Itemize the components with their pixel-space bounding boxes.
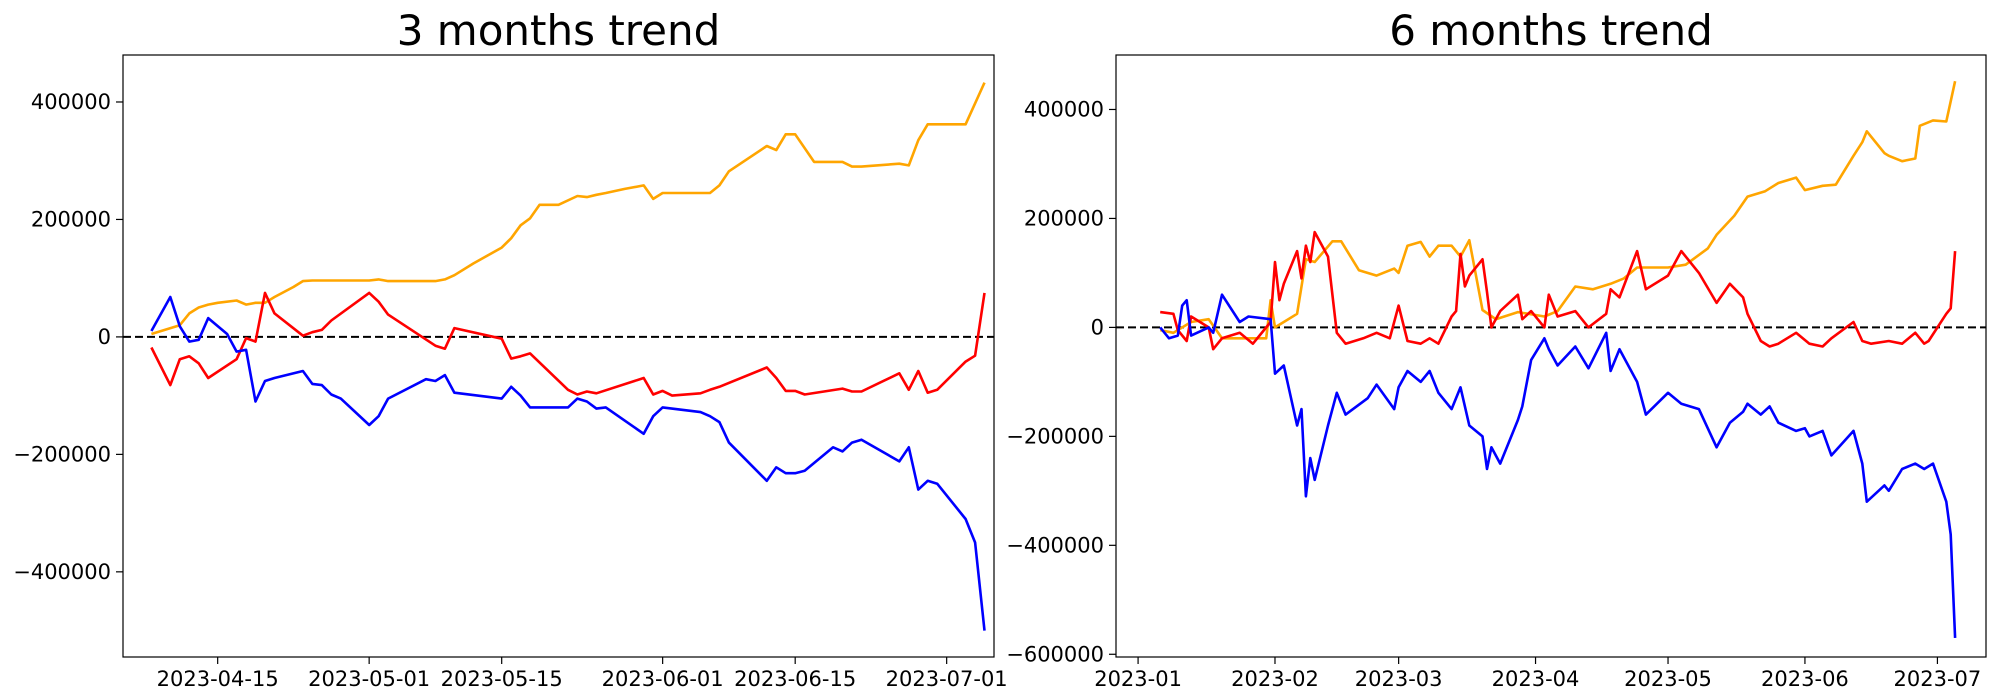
y-tick-label: 0 bbox=[98, 325, 111, 349]
chart-6-months-trend: 6 months trend −600000 −400000 −200000 0 2000… bbox=[1006, 6, 1987, 691]
plot-frame bbox=[122, 54, 995, 658]
y-tick-label: 400000 bbox=[1024, 97, 1104, 121]
y-tick-label: 400000 bbox=[31, 90, 111, 114]
y-tick-label: −400000 bbox=[1006, 533, 1104, 557]
series-line-red bbox=[150, 291, 986, 397]
y-tick-label: −200000 bbox=[1006, 424, 1104, 448]
series-line-blue bbox=[1159, 293, 1957, 638]
chart-title: 3 months trend bbox=[397, 6, 721, 55]
x-tick-label: 2023-07-01 bbox=[886, 667, 1008, 691]
y-tick-label: −200000 bbox=[13, 442, 111, 466]
chart-3-months-trend: 3 months trend −400000 −200000 0 200000 40000… bbox=[13, 6, 1007, 691]
x-tick-label: 2023-05-01 bbox=[308, 667, 430, 691]
series-line-red bbox=[1160, 230, 1957, 351]
x-tick-label: 2023-06 bbox=[1761, 667, 1849, 691]
y-tick-label: 200000 bbox=[1024, 206, 1104, 230]
plot-frame bbox=[1115, 54, 1987, 658]
y-tick-label: 0 bbox=[1091, 315, 1104, 339]
y-tick-label: −400000 bbox=[13, 560, 111, 584]
series-line-orange bbox=[1159, 80, 1957, 340]
x-tick-label: 2023-04 bbox=[1492, 667, 1580, 691]
x-tick-label: 2023-05 bbox=[1624, 667, 1712, 691]
x-tick-label: 2023-03 bbox=[1355, 667, 1443, 691]
y-tick-label: −600000 bbox=[1006, 642, 1104, 666]
x-tick-label: 2023-01 bbox=[1094, 667, 1182, 691]
x-tick-label: 2023-06-01 bbox=[602, 667, 724, 691]
x-tick-label: 2023-07 bbox=[1894, 667, 1982, 691]
chart-title: 6 months trend bbox=[1389, 6, 1713, 55]
y-tick-label: 200000 bbox=[31, 207, 111, 231]
x-tick-label: 2023-05-15 bbox=[441, 667, 563, 691]
series-line-blue bbox=[150, 295, 986, 631]
x-tick-label: 2023-02 bbox=[1231, 667, 1319, 691]
x-tick-label: 2023-04-15 bbox=[157, 667, 279, 691]
series-line-orange bbox=[151, 82, 986, 336]
x-tick-label: 2023-06-15 bbox=[734, 667, 856, 691]
